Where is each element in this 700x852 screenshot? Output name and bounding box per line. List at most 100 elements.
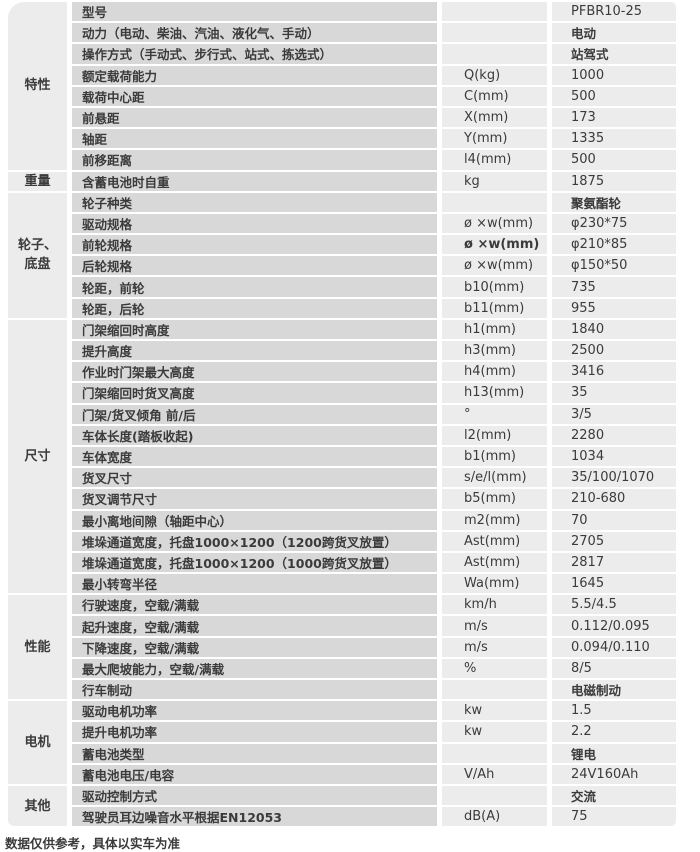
spec-value-cell: 站驾式 bbox=[552, 44, 676, 64]
spec-unit-cell: V/Ah bbox=[442, 764, 547, 784]
spec-value-cell: 500 bbox=[552, 86, 676, 106]
spec-unit-cell bbox=[442, 743, 547, 763]
spec-unit-cell: C(mm) bbox=[442, 86, 547, 106]
spec-value-cell: 3/5 bbox=[552, 404, 676, 424]
spec-name-cell: 额定载荷能力 bbox=[72, 65, 437, 85]
spec-value-cell: 500 bbox=[552, 150, 676, 170]
spec-name-cell: 驱动控制方式 bbox=[72, 785, 437, 806]
spec-value-cell: 35 bbox=[552, 383, 676, 403]
spec-unit-cell: l4(mm) bbox=[442, 150, 547, 170]
spec-unit-cell: kw bbox=[442, 722, 547, 742]
spec-value-cell: 2.2 bbox=[552, 722, 676, 742]
spec-value-cell: 2500 bbox=[552, 341, 676, 361]
spec-unit-cell: h13(mm) bbox=[442, 383, 547, 403]
spec-unit-cell: Wa(mm) bbox=[442, 574, 547, 594]
spec-unit-cell: h3(mm) bbox=[442, 341, 547, 361]
spec-value-cell: 交流 bbox=[552, 785, 676, 806]
spec-unit-cell: m/s bbox=[442, 616, 547, 636]
spec-value-cell: 1875 bbox=[552, 171, 676, 191]
spec-unit-cell: Y(mm) bbox=[442, 129, 547, 149]
spec-unit-cell: X(mm) bbox=[442, 107, 547, 128]
spec-value-cell: 3416 bbox=[552, 362, 676, 382]
spec-name-cell: 行驶速度，空载/满载 bbox=[72, 595, 437, 615]
spec-value-cell: 35/100/1070 bbox=[552, 468, 676, 488]
category-label: 轮子、底盘 bbox=[8, 192, 67, 318]
spec-value-cell: 955 bbox=[552, 298, 676, 318]
spec-value-cell: 1000 bbox=[552, 65, 676, 85]
spec-value-cell: φ230*75 bbox=[552, 213, 676, 234]
spec-unit-cell bbox=[442, 2, 547, 22]
spec-value-cell: 1645 bbox=[552, 574, 676, 594]
disclaimer-note: 数据仅供参考，具体以实车为准 bbox=[5, 836, 181, 852]
spec-value-cell: PFBR10-25 bbox=[552, 2, 676, 22]
spec-unit-cell bbox=[442, 23, 547, 43]
spec-value-cell: 0.094/0.110 bbox=[552, 637, 676, 657]
spec-name-cell: 门架缩回时货叉高度 bbox=[72, 383, 437, 403]
spec-name-cell: 提升高度 bbox=[72, 341, 437, 361]
spec-unit-cell: l2(mm) bbox=[442, 425, 547, 445]
spec-value-cell: 电动 bbox=[552, 23, 676, 43]
spec-value-cell: 2705 bbox=[552, 531, 676, 551]
spec-unit-cell bbox=[442, 192, 547, 212]
spec-name-cell: 后轮规格 bbox=[72, 256, 437, 276]
spec-table: 特性 型号 PFBR10-25 动力（电动、柴油、汽油、液化气、手动） 电动 操作方式（手… bbox=[8, 2, 676, 827]
spec-name-cell: 起升速度，空载/满载 bbox=[72, 616, 437, 636]
spec-name-cell: 载荷中心距 bbox=[72, 86, 437, 106]
category-label: 电机 bbox=[8, 701, 67, 784]
spec-value-cell: 24V160Ah bbox=[552, 764, 676, 784]
spec-name-cell: 货叉尺寸 bbox=[72, 468, 437, 488]
spec-value-cell: 2817 bbox=[552, 552, 676, 573]
spec-unit-cell: h4(mm) bbox=[442, 362, 547, 382]
spec-unit-cell: % bbox=[442, 658, 547, 678]
spec-name-cell: 动力（电动、柴油、汽油、液化气、手动） bbox=[72, 23, 437, 43]
spec-name-cell: 驾驶员耳边噪音水平根据EN12053 bbox=[72, 807, 437, 827]
spec-unit-cell: ° bbox=[442, 404, 547, 424]
spec-value-cell: φ210*85 bbox=[552, 235, 676, 255]
category-label: 尺寸 bbox=[8, 319, 67, 594]
spec-value-cell: 聚氨酯轮 bbox=[552, 192, 676, 212]
spec-unit-cell: ø ×w(mm) bbox=[442, 256, 547, 276]
spec-value-cell: 735 bbox=[552, 277, 676, 297]
category-label: 重量 bbox=[8, 171, 67, 191]
spec-unit-cell: ø ×w(mm) bbox=[442, 235, 547, 255]
spec-unit-cell: s/e/l(mm) bbox=[442, 468, 547, 488]
category-label: 其他 bbox=[8, 785, 67, 827]
spec-name-cell: 下降速度，空载/满载 bbox=[72, 637, 437, 657]
spec-unit-cell: km/h bbox=[442, 595, 547, 615]
spec-unit-cell: m/s bbox=[442, 637, 547, 657]
spec-name-cell: 轮距，前轮 bbox=[72, 277, 437, 297]
spec-value-cell: 锂电 bbox=[552, 743, 676, 763]
spec-value-cell: 75 bbox=[552, 807, 676, 827]
spec-unit-cell: b10(mm) bbox=[442, 277, 547, 297]
spec-name-cell: 前轮规格 bbox=[72, 235, 437, 255]
spec-unit-cell: kw bbox=[442, 701, 547, 721]
spec-unit-cell bbox=[442, 44, 547, 64]
spec-name-cell: 堆垛通道宽度，托盘1000×1200（1000跨货叉放置） bbox=[72, 552, 437, 573]
spec-name-cell: 作业时门架最大高度 bbox=[72, 362, 437, 382]
spec-unit-cell: b1(mm) bbox=[442, 446, 547, 467]
spec-name-cell: 前移距离 bbox=[72, 150, 437, 170]
spec-value-cell: 5.5/4.5 bbox=[552, 595, 676, 615]
spec-unit-cell: kg bbox=[442, 171, 547, 191]
spec-name-cell: 堆垛通道宽度，托盘1000×1200（1200跨货叉放置） bbox=[72, 531, 437, 551]
spec-unit-cell bbox=[442, 680, 547, 700]
spec-name-cell: 驱动规格 bbox=[72, 213, 437, 234]
spec-value-cell: 电磁制动 bbox=[552, 680, 676, 700]
spec-value-cell: 8/5 bbox=[552, 658, 676, 678]
spec-value-cell: 1.5 bbox=[552, 701, 676, 721]
spec-name-cell: 驱动电机功率 bbox=[72, 701, 437, 721]
spec-name-cell: 门架/货叉倾角 前/后 bbox=[72, 404, 437, 424]
spec-value-cell: 1034 bbox=[552, 446, 676, 467]
spec-name-cell: 轮子种类 bbox=[72, 192, 437, 212]
spec-value-cell: 210-680 bbox=[552, 489, 676, 509]
spec-unit-cell: h1(mm) bbox=[442, 319, 547, 339]
spec-value-cell: φ150*50 bbox=[552, 256, 676, 276]
spec-name-cell: 最大爬坡能力，空载/满载 bbox=[72, 658, 437, 678]
spec-value-cell: 70 bbox=[552, 510, 676, 530]
spec-name-cell: 最小转弯半径 bbox=[72, 574, 437, 594]
spec-unit-cell: Ast(mm) bbox=[442, 552, 547, 573]
spec-value-cell: 173 bbox=[552, 107, 676, 128]
spec-name-cell: 操作方式（手动式、步行式、站式、拣选式） bbox=[72, 44, 437, 64]
spec-unit-cell: b11(mm) bbox=[442, 298, 547, 318]
